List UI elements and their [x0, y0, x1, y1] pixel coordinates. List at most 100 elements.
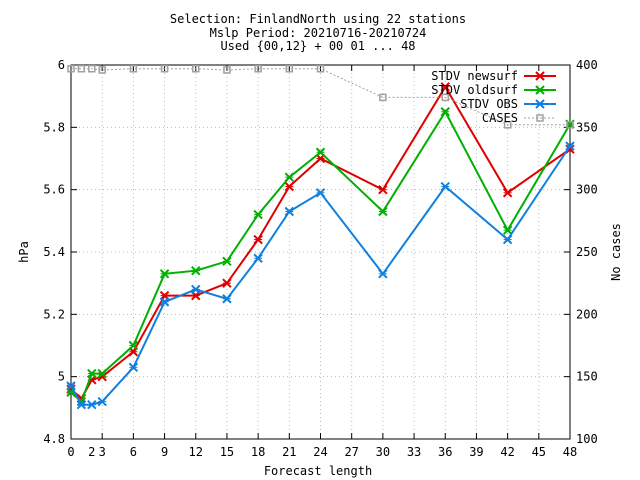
x-tick-label: 12 — [189, 445, 203, 459]
data-point — [159, 297, 170, 307]
x-axis-label: Forecast length — [264, 464, 372, 478]
data-point — [284, 172, 295, 182]
legend-swatch-marker — [535, 85, 545, 95]
data-point — [97, 368, 107, 379]
x-tick-label: 2 — [88, 445, 95, 459]
x-tick-label: 30 — [376, 445, 390, 459]
legend-label: CASES — [482, 111, 518, 125]
data-point — [191, 284, 201, 295]
x-tick-label: 18 — [251, 445, 265, 459]
title-line-2: Mslp Period: 20210716-20210724 — [210, 26, 427, 40]
series-line — [70, 109, 571, 404]
series-cases — [67, 64, 574, 129]
data-point — [502, 234, 513, 245]
data-point — [87, 400, 97, 410]
data-point — [315, 147, 326, 157]
data-point — [441, 93, 449, 102]
data-point — [378, 184, 388, 195]
x-tick-label: 9 — [161, 445, 168, 459]
data-point — [222, 256, 232, 267]
data-point — [77, 64, 86, 73]
data-point — [159, 269, 170, 279]
x-tick-label: 42 — [500, 445, 514, 459]
x-tick-label: 24 — [313, 445, 327, 459]
legend-label: STDV oldsurf — [431, 83, 518, 97]
data-point — [254, 64, 262, 73]
title-line-3: Used {00,12} + 00 01 ... 48 — [220, 39, 415, 53]
y2-tick-label: 400 — [576, 58, 598, 72]
data-point — [160, 64, 169, 73]
y-tick-label: 4.8 — [43, 432, 65, 446]
data-point — [440, 107, 450, 117]
data-point — [87, 368, 97, 379]
data-point — [284, 206, 295, 217]
data-point — [76, 400, 87, 410]
chart-title: Selection: FinlandNorth using 22 station… — [170, 12, 466, 53]
title-line-1: Selection: FinlandNorth using 22 station… — [170, 12, 466, 26]
legend-swatch-marker — [535, 99, 545, 109]
x-tick-label: 48 — [563, 445, 577, 459]
x-tick-label: 21 — [282, 445, 296, 459]
x-tick-label: 27 — [344, 445, 358, 459]
data-point — [502, 225, 513, 235]
data-point — [97, 396, 107, 407]
y-tick-label: 5.4 — [43, 245, 65, 259]
y2-tick-label: 350 — [576, 120, 598, 134]
data-point — [192, 64, 200, 73]
y2-tick-label: 200 — [576, 307, 598, 321]
y-tick-label: 6 — [58, 58, 65, 72]
series-stdv-oldsurf — [66, 107, 575, 407]
x-tick-label: 39 — [469, 445, 483, 459]
data-point — [253, 253, 263, 263]
y2-axis-label: No cases — [609, 223, 623, 281]
data-point — [316, 64, 325, 73]
series-stdv-newsurf — [66, 82, 575, 404]
x-tick-label: 33 — [407, 445, 421, 459]
data-point — [223, 66, 231, 74]
legend-swatch-marker — [535, 71, 545, 81]
y-tick-label: 5.8 — [43, 120, 65, 134]
data-point — [191, 265, 201, 276]
data-point — [379, 93, 387, 102]
data-point — [128, 340, 139, 351]
x-tick-label: 3 — [99, 445, 106, 459]
y2-tick-label: 250 — [576, 245, 598, 259]
data-point — [315, 188, 326, 198]
y2-tick-label: 150 — [576, 370, 598, 384]
y-tick-label: 5 — [58, 370, 65, 384]
y-tick-label: 5.6 — [43, 183, 65, 197]
y-axis-label: hPa — [17, 241, 31, 263]
legend-label: STDV newsurf — [431, 69, 518, 83]
data-point — [222, 278, 232, 288]
y2-tick-label: 100 — [576, 432, 598, 446]
series — [66, 64, 575, 410]
data-point — [253, 234, 263, 245]
data-point — [128, 362, 139, 373]
data-point — [378, 206, 388, 217]
x-tick-label: 45 — [532, 445, 546, 459]
series-stdv-obs — [66, 141, 575, 410]
data-point — [88, 64, 96, 73]
data-point — [440, 82, 450, 92]
axes: 0 3 6 9 12 15 18 21 24 27 30 33 36 39 42 45 4824.855.25.… — [43, 58, 597, 459]
data-point — [253, 209, 263, 220]
x-tick-label: 36 — [438, 445, 452, 459]
data-point — [222, 294, 232, 304]
y2-tick-label: 300 — [576, 183, 598, 197]
data-point — [503, 121, 512, 129]
x-tick-label: 0 — [67, 445, 74, 459]
data-point — [565, 141, 575, 151]
x-tick-label: 15 — [220, 445, 234, 459]
data-point — [67, 64, 75, 73]
data-point — [284, 181, 295, 192]
data-point — [378, 269, 388, 279]
data-point — [129, 64, 138, 73]
y-tick-label: 5.2 — [43, 307, 65, 321]
data-point — [66, 381, 76, 391]
legend-label: STDV OBS — [460, 97, 518, 111]
legend-swatch-marker — [536, 114, 544, 122]
x-tick-label: 6 — [130, 445, 137, 459]
data-point — [440, 181, 450, 192]
